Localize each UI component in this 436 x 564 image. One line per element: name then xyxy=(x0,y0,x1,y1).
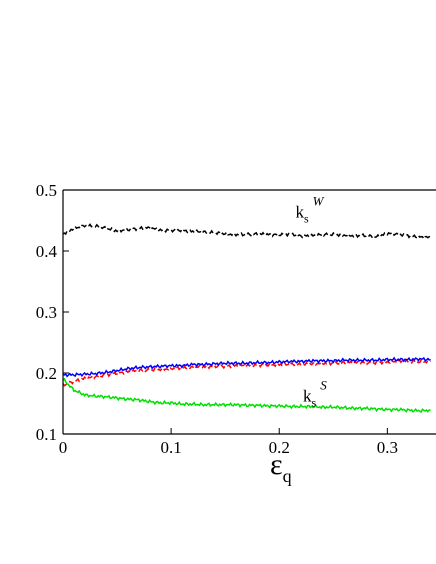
x-axis-label-sub: q xyxy=(283,466,292,486)
series-line xyxy=(63,358,431,387)
x-axis-label: εq xyxy=(270,448,292,486)
x-tick-label: 0 xyxy=(59,438,68,457)
ticks: 0 0.1 0.2 0.30.10.20.30.40.5 xyxy=(36,181,398,457)
series-line xyxy=(63,356,431,378)
y-tick-label: 0.3 xyxy=(36,303,57,322)
y-tick-label: 0.5 xyxy=(36,181,57,200)
x-tick-label: 0.3 xyxy=(377,438,398,457)
x-tick-label: 0.1 xyxy=(160,438,181,457)
x-tick-label: 0.2 xyxy=(269,438,290,457)
y-tick-label: 0.4 xyxy=(36,242,58,261)
series-line xyxy=(63,377,431,414)
annotations: ksW ksS xyxy=(295,193,327,409)
annotation-ks-s: ksS xyxy=(303,378,327,410)
y-tick-label: 0.2 xyxy=(36,364,57,383)
series-layer xyxy=(63,223,432,414)
y-tick-label: 0.1 xyxy=(36,425,57,444)
x-axis-label-main: ε xyxy=(270,448,283,481)
series-line xyxy=(63,223,432,241)
annotation-ks-w: ksW xyxy=(295,193,324,225)
axes xyxy=(62,189,436,435)
